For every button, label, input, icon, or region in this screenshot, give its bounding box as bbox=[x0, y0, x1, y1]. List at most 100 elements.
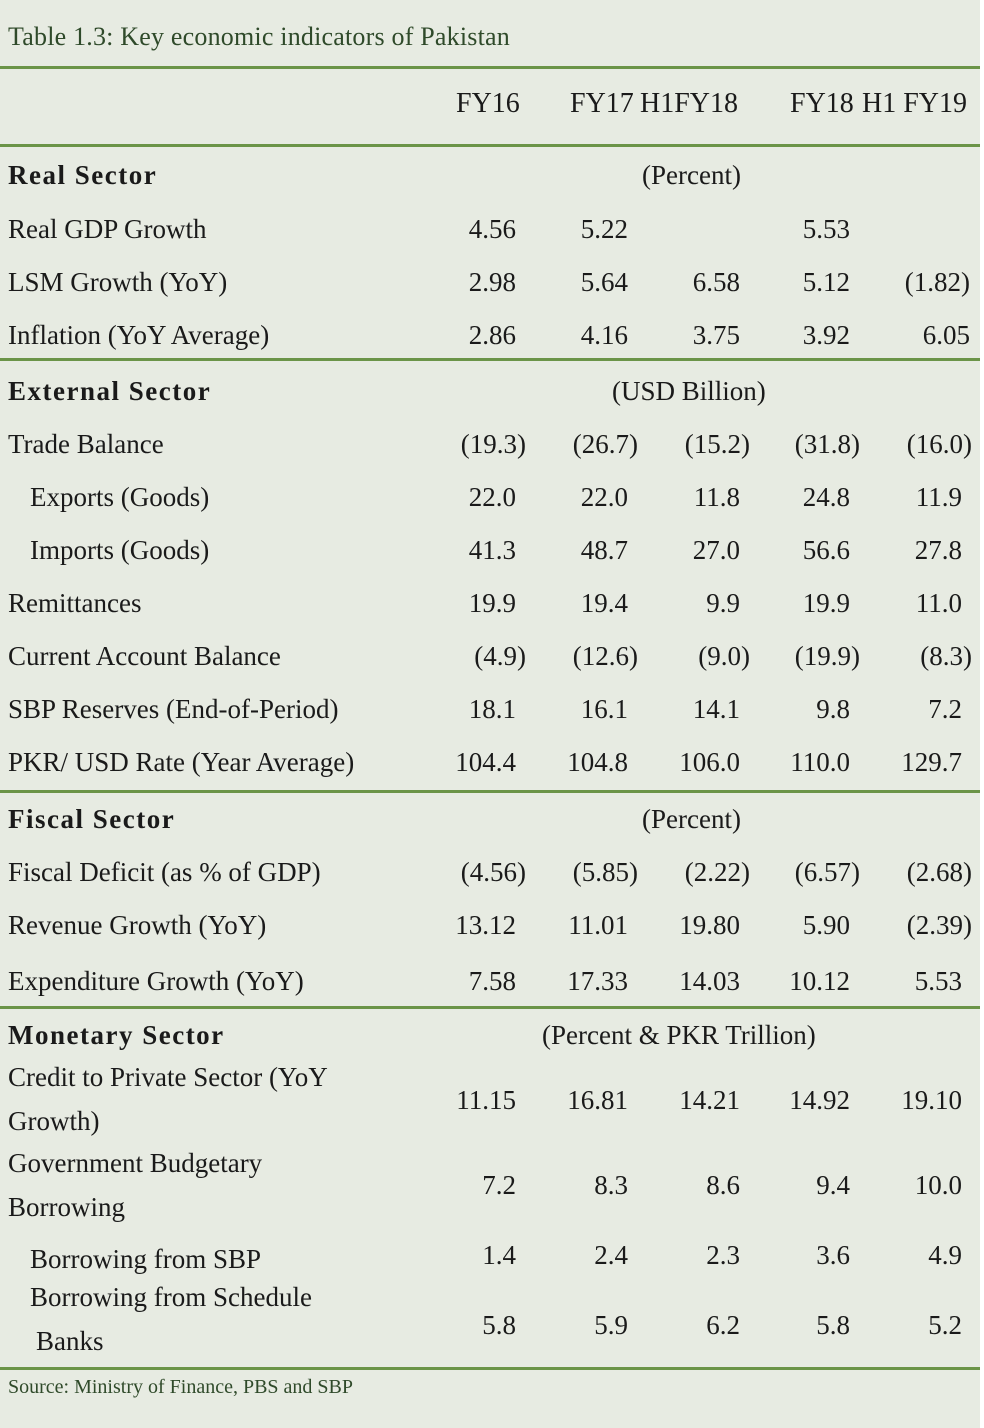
section-unit-real: (Percent) bbox=[642, 160, 741, 190]
table-cell: 5.53 bbox=[914, 966, 962, 996]
row-label-inflation: Inflation (YoY Average) bbox=[8, 320, 270, 350]
row-label-govt-borrowing-line1: Government Budgetary bbox=[8, 1148, 263, 1178]
table-cell: 48.7 bbox=[580, 535, 628, 565]
table-cell: (19.9) bbox=[794, 641, 860, 671]
header-rule bbox=[0, 144, 980, 147]
column-header-h1fy18: H1FY18 bbox=[640, 88, 739, 119]
source-note: Source: Ministry of Finance, PBS and SBP bbox=[8, 1376, 354, 1398]
table-cell: 2.98 bbox=[468, 267, 516, 297]
column-header-fy17: FY17 bbox=[570, 88, 634, 119]
table-cell: 5.8 bbox=[482, 1310, 516, 1340]
table-cell: 1.4 bbox=[482, 1240, 516, 1270]
row-label-current-account: Current Account Balance bbox=[8, 641, 281, 671]
table-cell: 11.01 bbox=[568, 910, 628, 940]
row-label-revenue-growth: Revenue Growth (YoY) bbox=[8, 910, 267, 940]
section-rule bbox=[0, 1006, 980, 1009]
top-rule bbox=[0, 66, 980, 69]
row-label-borrowing-sbp: Borrowing from SBP bbox=[30, 1244, 262, 1274]
table-cell: 6.2 bbox=[706, 1310, 740, 1340]
table-cell: 104.4 bbox=[455, 747, 516, 777]
table-cell: 9.4 bbox=[816, 1170, 850, 1200]
section-unit-monetary: (Percent & PKR Trillion) bbox=[542, 1020, 816, 1050]
table-cell: 5.90 bbox=[802, 910, 850, 940]
table-cell: 14.1 bbox=[692, 694, 740, 724]
table-cell: 24.8 bbox=[802, 482, 850, 512]
table-cell: (19.3) bbox=[460, 429, 526, 459]
table-cell: (26.7) bbox=[572, 429, 638, 459]
row-label-borrowing-banks-line2: Banks bbox=[36, 1326, 104, 1356]
table-cell: 5.12 bbox=[802, 267, 850, 297]
table-cell: (12.6) bbox=[572, 641, 638, 671]
table-cell: 13.12 bbox=[455, 910, 516, 940]
table-cell: 2.3 bbox=[706, 1240, 740, 1270]
table-cell: 27.0 bbox=[692, 535, 740, 565]
table-cell: (6.57) bbox=[794, 857, 860, 887]
table-cell: 4.56 bbox=[468, 214, 516, 244]
column-header-fy18: FY18 bbox=[790, 88, 854, 119]
table-cell: 3.75 bbox=[692, 320, 740, 350]
table-cell: (2.22) bbox=[684, 857, 750, 887]
row-label-expenditure-growth: Expenditure Growth (YoY) bbox=[8, 966, 304, 996]
table-cell: 14.92 bbox=[789, 1085, 850, 1115]
table-cell: 2.86 bbox=[468, 320, 516, 350]
table-cell: (4.56) bbox=[460, 857, 526, 887]
section-rule bbox=[0, 790, 980, 793]
table-cell: 6.58 bbox=[692, 267, 740, 297]
section-unit-fiscal: (Percent) bbox=[642, 804, 741, 834]
table-cell: 8.3 bbox=[594, 1170, 628, 1200]
table-cell: 3.6 bbox=[816, 1240, 850, 1270]
table-cell: 9.9 bbox=[706, 588, 740, 618]
table-cell: 8.6 bbox=[706, 1170, 740, 1200]
table-cell: 27.8 bbox=[914, 535, 962, 565]
table-cell: 11.8 bbox=[693, 482, 740, 512]
table-cell: 129.7 bbox=[901, 747, 962, 777]
row-label-sbp-reserves: SBP Reserves (End-of-Period) bbox=[8, 694, 339, 724]
table-cell: 14.03 bbox=[679, 966, 740, 996]
table-cell: (1.82) bbox=[904, 267, 970, 297]
section-unit-external: (USD Billion) bbox=[612, 376, 766, 406]
table-cell: 41.3 bbox=[468, 535, 516, 565]
table-cell: 10.0 bbox=[914, 1170, 962, 1200]
table-cell: 5.53 bbox=[802, 214, 850, 244]
table-cell: 17.33 bbox=[567, 966, 628, 996]
row-label-remittances: Remittances bbox=[8, 588, 142, 618]
table-cell: 2.4 bbox=[594, 1240, 628, 1270]
table-cell: 104.8 bbox=[567, 747, 628, 777]
table-cell: (9.0) bbox=[698, 641, 750, 671]
table-cell: 3.92 bbox=[802, 320, 850, 350]
table-cell: 7.58 bbox=[468, 966, 516, 996]
table-cell: (31.8) bbox=[794, 429, 860, 459]
section-heading-fiscal: Fiscal Sector bbox=[8, 804, 176, 834]
table-cell: (4.9) bbox=[474, 641, 526, 671]
table-cell: 5.2 bbox=[928, 1310, 962, 1340]
row-label-lsm: LSM Growth (YoY) bbox=[8, 267, 228, 297]
column-header-fy16: FY16 bbox=[456, 88, 520, 119]
table-cell: (2.39) bbox=[906, 910, 972, 940]
row-label-trade-balance: Trade Balance bbox=[8, 429, 164, 459]
table-cell: 4.16 bbox=[580, 320, 628, 350]
section-heading-real: Real Sector bbox=[8, 160, 158, 190]
row-label-credit-private-line2: Growth) bbox=[8, 1106, 100, 1136]
table-title: Table 1.3: Key economic indicators of Pa… bbox=[8, 22, 510, 51]
bottom-rule bbox=[0, 1367, 980, 1370]
row-label-fiscal-deficit: Fiscal Deficit (as % of GDP) bbox=[8, 857, 321, 887]
table-cell: 110.0 bbox=[790, 747, 850, 777]
table-cell: 56.6 bbox=[802, 535, 850, 565]
table-cell: 14.21 bbox=[679, 1085, 740, 1115]
table-cell: 5.64 bbox=[580, 267, 628, 297]
table-cell: 106.0 bbox=[679, 747, 740, 777]
table-cell: (5.85) bbox=[572, 857, 638, 887]
table-cell: 19.4 bbox=[580, 588, 628, 618]
row-label-pkr-usd: PKR/ USD Rate (Year Average) bbox=[8, 747, 355, 777]
table-cell: 5.8 bbox=[816, 1310, 850, 1340]
table-cell: 7.2 bbox=[928, 694, 962, 724]
row-label-real-gdp: Real GDP Growth bbox=[8, 214, 207, 244]
table-cell: 9.8 bbox=[816, 694, 850, 724]
table-cell: 22.0 bbox=[468, 482, 516, 512]
table-cell: 22.0 bbox=[580, 482, 628, 512]
table-cell: (16.0) bbox=[906, 429, 972, 459]
table-cell: 18.1 bbox=[468, 694, 516, 724]
table-cell: 19.9 bbox=[468, 588, 516, 618]
section-heading-external: External Sector bbox=[8, 376, 212, 406]
